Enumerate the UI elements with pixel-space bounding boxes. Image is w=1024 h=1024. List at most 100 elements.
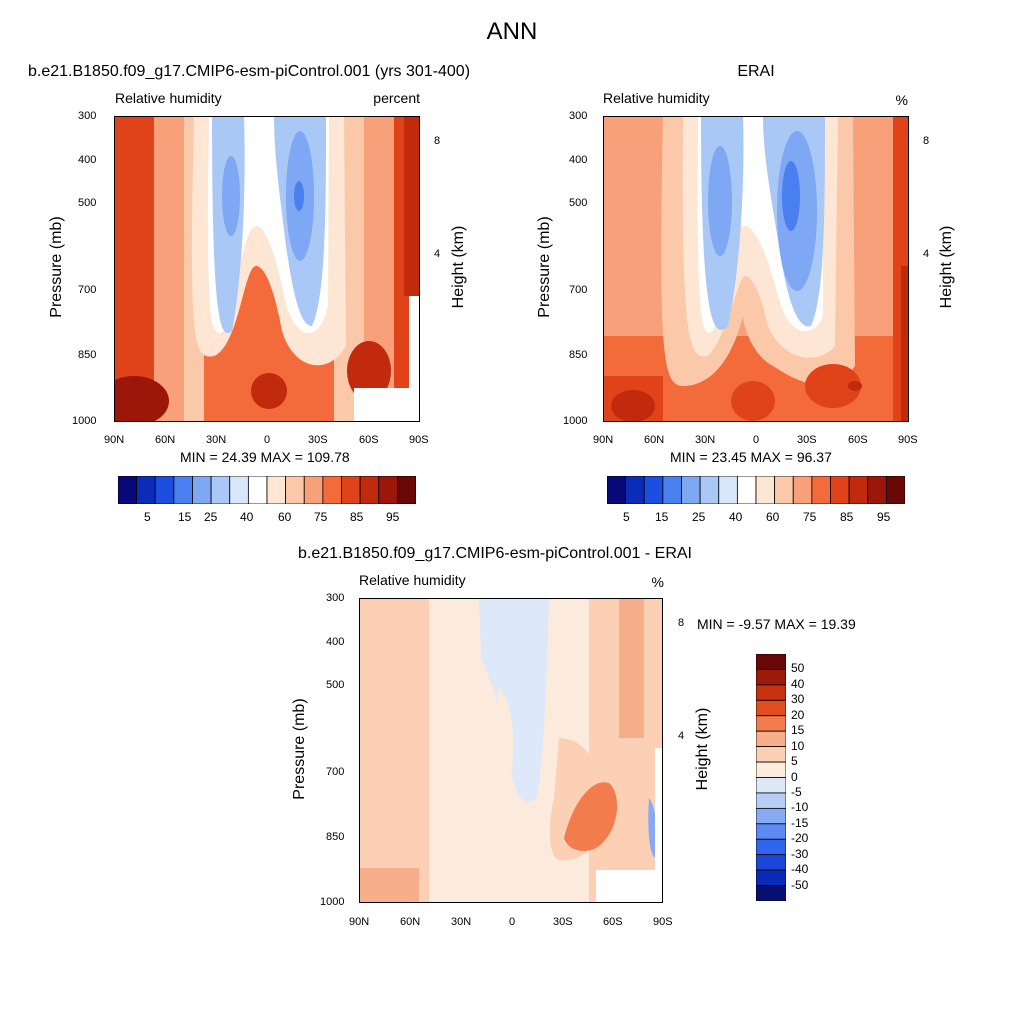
colorbar-swatch [173,476,193,504]
colorbar-swatch [755,476,776,504]
y-tick: 1000 [563,415,588,427]
colorbar-swatch [341,476,361,504]
x-tick: 0 [753,434,760,446]
x-tick: 0 [509,916,516,928]
colorbar-swatch [154,476,175,504]
x-tick: 90N [104,434,125,446]
colorbar [118,476,416,504]
field-band [359,868,419,903]
y2-tick: 4 [923,248,930,260]
colorbar-swatch [756,761,786,778]
x-tick: 60S [603,916,623,928]
contour-20 [294,181,304,211]
colorbar-label: 40 [729,510,743,524]
colorbar-label: 25 [692,510,706,524]
x-tick: 60N [400,916,421,928]
colorbar-label: -5 [791,784,802,799]
x-tick: 60S [359,434,379,446]
colorbar-swatch [756,715,786,732]
x-tick: 0 [264,434,271,446]
contour-20 [782,161,800,231]
colorbar-label: 85 [840,510,854,524]
x-tick: 30S [308,434,328,446]
x-tick: 30S [553,916,573,928]
colorbar-label: 10 [791,738,805,753]
colorbar-swatch [118,476,138,504]
colorbar-label: 85 [350,510,364,524]
panel-title: b.e21.B1850.f09_g17.CMIP6-esm-piControl.… [298,545,692,562]
colorbar-swatch [830,476,850,504]
y2-tick: 8 [923,135,930,147]
y-tick: 500 [78,197,97,209]
y-tick: 500 [326,679,345,691]
colorbar-label: 5 [791,754,798,769]
missing-data [655,748,663,903]
y-tick: 700 [569,284,588,296]
min-max-label: MIN = -9.57 MAX = 19.39 [697,616,856,632]
colorbar-swatch [210,476,231,504]
colorbar-label: 5 [144,510,151,524]
colorbar-label: 15 [791,723,805,738]
colorbar-label: 40 [791,676,805,691]
colorbar-label: -20 [791,831,809,846]
colorbar-label: -10 [791,800,809,815]
colorbar-label: 95 [386,510,400,524]
colorbar-swatch [756,792,786,809]
variable-label: Relative humidity [359,572,466,588]
y-tick: 1000 [72,415,97,427]
colorbar-swatch [643,476,664,504]
colorbar-swatch [867,476,887,504]
y-axis-label: Pressure (mb) [48,216,65,318]
contour-plot [359,598,663,903]
colorbar-swatch [756,854,786,871]
units-label: percent [373,90,420,106]
panel-title: ERAI [737,63,775,80]
x-tick: 60N [644,434,665,446]
y-tick: 300 [569,110,588,122]
min-max-label: MIN = 24.39 MAX = 109.78 [180,449,350,465]
colorbar-label: 95 [877,510,891,524]
y-tick: 400 [326,636,345,648]
field-band [114,116,154,422]
colorbar-label: -30 [791,846,809,861]
colorbar-swatch [266,476,287,504]
contour-30-left [708,146,732,256]
missing-data [596,870,663,903]
y2-axis-label: Height (km) [450,225,467,309]
y2-tick: 4 [678,730,685,742]
colorbar-swatch [229,476,249,504]
colorbar-swatch [756,684,786,701]
contour-85 [805,364,861,408]
variable-label: Relative humidity [603,90,710,106]
y2-tick: 4 [434,248,441,260]
y-tick: 1000 [320,896,345,908]
missing-data [409,296,420,422]
colorbar-swatch [699,476,720,504]
plot-frame [603,116,909,422]
x-tick: 60N [155,434,176,446]
y-tick: 300 [78,110,97,122]
colorbar-swatch [756,823,786,840]
colorbar-label: 75 [314,510,328,524]
colorbar-swatch [607,476,627,504]
x-tick: 90N [349,916,370,928]
colorbar-label: 60 [766,510,780,524]
y-tick: 700 [78,284,97,296]
colorbar-swatch [774,476,794,504]
x-tick: 60S [848,434,868,446]
colorbar-swatch [718,476,738,504]
colorbar-swatch [885,476,905,504]
panel-title: b.e21.B1850.f09_g17.CMIP6-esm-piControl.… [28,63,471,80]
y-tick: 500 [569,197,588,209]
y-tick: 850 [569,349,588,361]
y-tick: 850 [326,831,345,843]
field-band [901,266,909,422]
colorbar [607,476,905,504]
x-tick: 90S [653,916,673,928]
contour-0-5 [429,598,479,845]
contour-plot [114,116,420,422]
colorbar-swatch [359,476,380,504]
colorbar-label: 75 [803,510,817,524]
colorbar [756,654,786,901]
units-label: % [895,92,908,108]
